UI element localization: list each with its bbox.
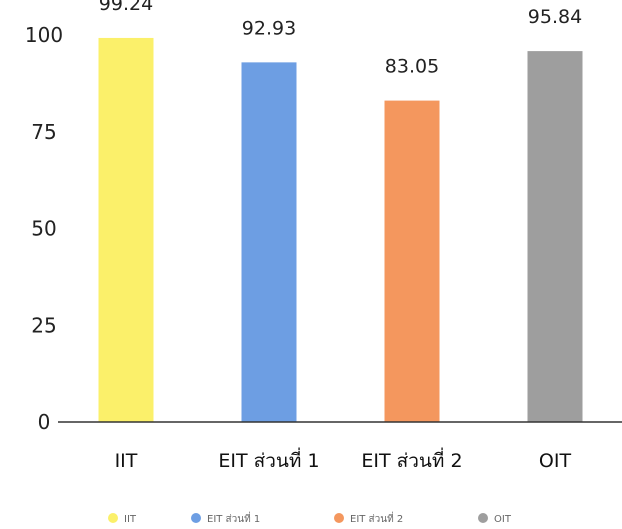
- legend: IIT EIT ส่วนที่ 1 EIT ส่วนที่ 2 OIT: [108, 511, 512, 525]
- bar-value-label: 99.24: [99, 0, 153, 15]
- legend-label: OIT: [494, 514, 512, 525]
- y-tick-label: 75: [31, 120, 56, 144]
- y-tick-label: 100: [25, 23, 63, 47]
- x-tick-label: EIT ส่วนที่ 2: [361, 447, 462, 472]
- y-axis-ticks: 0 25 50 75 100: [25, 23, 63, 434]
- legend-swatch: [478, 513, 488, 523]
- x-tick-label: IIT: [115, 450, 138, 472]
- bars: [98, 37, 583, 423]
- legend-swatch: [108, 513, 118, 523]
- legend-label: IIT: [124, 514, 137, 525]
- x-tick-label: OIT: [539, 450, 572, 472]
- y-tick-label: 25: [31, 313, 56, 337]
- y-tick-label: 0: [38, 410, 51, 434]
- y-tick-label: 50: [31, 217, 56, 241]
- x-axis-labels: IIT EIT ส่วนที่ 1 EIT ส่วนที่ 2 OIT: [115, 447, 572, 472]
- legend-label: EIT ส่วนที่ 2: [350, 511, 403, 525]
- legend-swatch: [334, 513, 344, 523]
- legend-swatch: [191, 513, 201, 523]
- bar: [527, 51, 583, 422]
- data-labels: 99.24 92.93 83.05 95.84: [99, 0, 582, 78]
- bar-value-label: 83.05: [385, 56, 439, 78]
- bar: [384, 100, 440, 422]
- x-tick-label: EIT ส่วนที่ 1: [218, 447, 319, 472]
- legend-label: EIT ส่วนที่ 1: [207, 511, 260, 525]
- bar-value-label: 92.93: [242, 17, 296, 39]
- bar-value-label: 95.84: [528, 6, 582, 28]
- bar: [241, 62, 297, 422]
- bar: [98, 37, 154, 423]
